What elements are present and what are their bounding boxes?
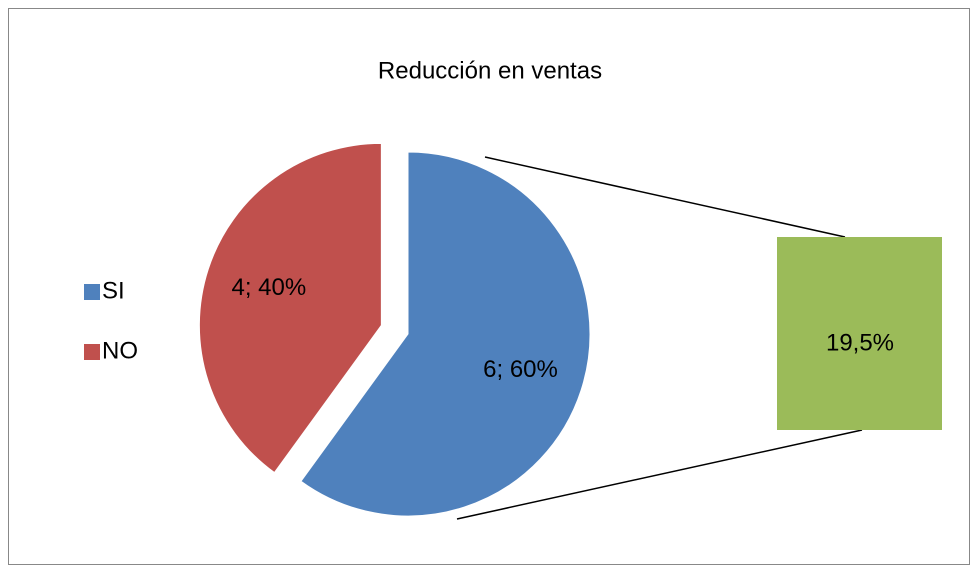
connector-line xyxy=(456,429,863,520)
secondary-bar xyxy=(777,237,942,430)
secondary-label: 19,5% xyxy=(826,329,894,356)
legend-swatch xyxy=(84,284,100,300)
legend-swatch xyxy=(84,344,100,360)
chart-title: Reducción en ventas xyxy=(378,57,602,84)
legend-label: SI xyxy=(102,277,125,304)
connector-line xyxy=(484,156,846,238)
pie-slice xyxy=(198,142,382,474)
pie-slice xyxy=(300,151,591,517)
legend-label: NO xyxy=(102,337,138,364)
data-label: 6; 60% xyxy=(483,356,558,383)
data-label: 4; 40% xyxy=(232,274,307,301)
